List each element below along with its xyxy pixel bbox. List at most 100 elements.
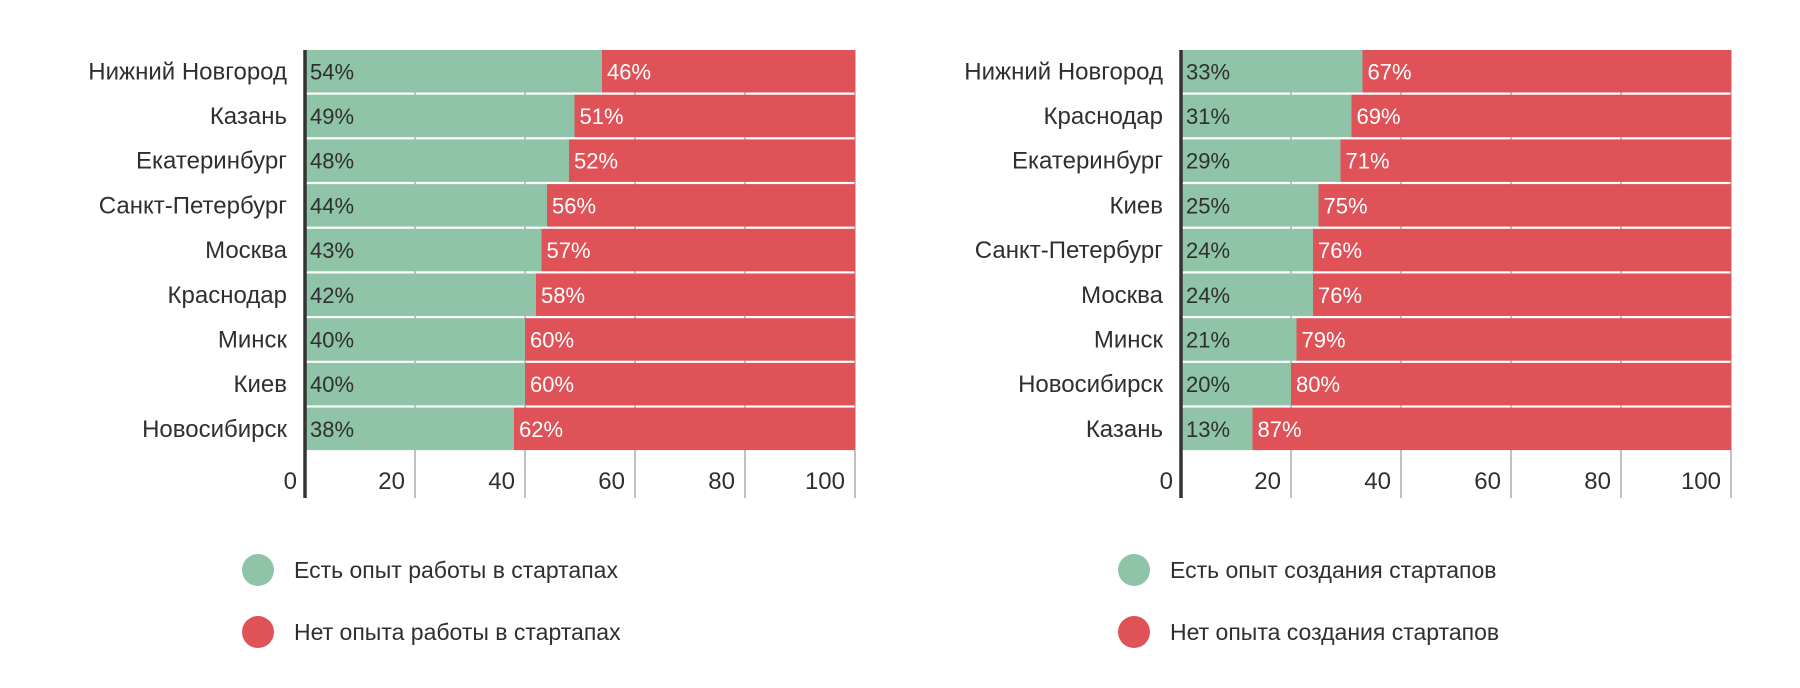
- value-label: 76%: [1318, 283, 1362, 308]
- value-label: 87%: [1258, 417, 1302, 442]
- category-label: Москва: [205, 237, 288, 264]
- bar-segment: [305, 362, 525, 406]
- category-label: Москва: [1081, 282, 1164, 309]
- bar-segment: [574, 94, 855, 138]
- value-label: 60%: [530, 372, 574, 397]
- category-label: Минск: [1094, 326, 1164, 353]
- bar-segment: [1362, 50, 1731, 93]
- category-label: Краснодар: [168, 282, 287, 309]
- value-label: 58%: [541, 283, 585, 308]
- bar-segment: [305, 228, 542, 272]
- bar-segment: [541, 228, 855, 272]
- value-label: 33%: [1186, 59, 1230, 84]
- value-label: 67%: [1368, 59, 1412, 84]
- value-label: 57%: [547, 238, 591, 263]
- legend-marker: [242, 616, 274, 648]
- bar-segment: [569, 139, 855, 182]
- bar-segment: [1181, 50, 1363, 93]
- bar-segment: [1181, 407, 1253, 451]
- bar-segment: [305, 273, 536, 316]
- bar-segment: [305, 139, 569, 182]
- category-label: Краснодар: [1044, 103, 1163, 130]
- value-label: 49%: [310, 104, 354, 129]
- bar-segment: [1340, 139, 1731, 182]
- value-label: 60%: [530, 327, 574, 352]
- category-label: Казань: [210, 103, 287, 130]
- bar-segment: [305, 318, 525, 361]
- value-label: 69%: [1357, 104, 1401, 129]
- tick-label: 80: [708, 468, 735, 495]
- bar-segment: [602, 50, 855, 93]
- tick-label: 0: [284, 468, 297, 495]
- legend-label: Нет опыта создания стартапов: [1170, 619, 1499, 645]
- tick-label: 60: [1474, 468, 1501, 495]
- bar-segment: [1181, 273, 1313, 316]
- bar-segment: [305, 184, 547, 227]
- bar-segment: [547, 184, 855, 227]
- legend-label: Есть опыт создания стартапов: [1170, 557, 1497, 583]
- bar-segment: [1181, 184, 1319, 227]
- value-label: 75%: [1324, 193, 1368, 218]
- value-label: 40%: [310, 372, 354, 397]
- tick-label: 0: [1160, 468, 1173, 495]
- tick-label: 80: [1584, 468, 1611, 495]
- bar-segment: [525, 318, 855, 361]
- tick-label: 20: [1254, 468, 1281, 495]
- value-label: 29%: [1186, 149, 1230, 174]
- legend-marker: [242, 554, 274, 586]
- legend-label: Есть опыт работы в стартапах: [294, 557, 618, 583]
- tick-label: 20: [378, 468, 405, 495]
- bar-segment: [1181, 228, 1313, 272]
- bar-segment: [1181, 139, 1341, 182]
- value-label: 54%: [310, 59, 354, 84]
- category-label: Санкт-Петербург: [99, 192, 287, 219]
- bar-segment: [525, 362, 855, 406]
- value-label: 20%: [1186, 372, 1230, 397]
- category-label: Минск: [218, 326, 288, 353]
- value-label: 76%: [1318, 238, 1362, 263]
- value-label: 56%: [552, 193, 596, 218]
- category-label: Нижний Новгород: [964, 58, 1163, 85]
- category-label: Санкт-Петербург: [975, 237, 1163, 264]
- value-label: 51%: [580, 104, 624, 129]
- bar-segment: [305, 50, 602, 93]
- value-label: 24%: [1186, 283, 1230, 308]
- bar-segment: [1351, 94, 1731, 138]
- bar-segment: [514, 407, 855, 451]
- category-label: Екатеринбург: [136, 148, 287, 175]
- value-label: 24%: [1186, 238, 1230, 263]
- category-label: Новосибирск: [142, 416, 287, 443]
- bar-segment: [305, 407, 514, 451]
- bar-segment: [1181, 318, 1297, 361]
- category-label: Нижний Новгород: [88, 58, 287, 85]
- tick-label: 40: [1364, 468, 1391, 495]
- bar-segment: [1318, 184, 1731, 227]
- value-label: 38%: [310, 417, 354, 442]
- tick-label: 40: [488, 468, 515, 495]
- legend-label: Нет опыта работы в стартапах: [294, 619, 621, 645]
- category-label: Новосибирск: [1018, 371, 1163, 398]
- value-label: 21%: [1186, 327, 1230, 352]
- bar-segment: [1181, 94, 1352, 138]
- value-label: 62%: [519, 417, 563, 442]
- value-label: 40%: [310, 327, 354, 352]
- bar-segment: [1252, 407, 1731, 451]
- value-label: 42%: [310, 283, 354, 308]
- legend-marker: [1118, 616, 1150, 648]
- tick-label: 60: [598, 468, 625, 495]
- tick-label: 100: [1681, 468, 1721, 495]
- bar-segment: [1313, 228, 1731, 272]
- chart-1: 54% 46% Нижний Новгород 49% 51% Казань 48% 52% Е…: [88, 50, 856, 648]
- value-label: 46%: [607, 59, 651, 84]
- value-label: 71%: [1346, 149, 1390, 174]
- bar-segment: [1291, 362, 1731, 406]
- bar-segment: [305, 94, 575, 138]
- category-label: Киев: [1110, 192, 1163, 219]
- bar-segment: [1181, 362, 1291, 406]
- bar-segment: [1313, 273, 1731, 316]
- category-label: Казань: [1086, 416, 1163, 443]
- tick-label: 100: [805, 468, 845, 495]
- value-label: 44%: [310, 193, 354, 218]
- legend-marker: [1118, 554, 1150, 586]
